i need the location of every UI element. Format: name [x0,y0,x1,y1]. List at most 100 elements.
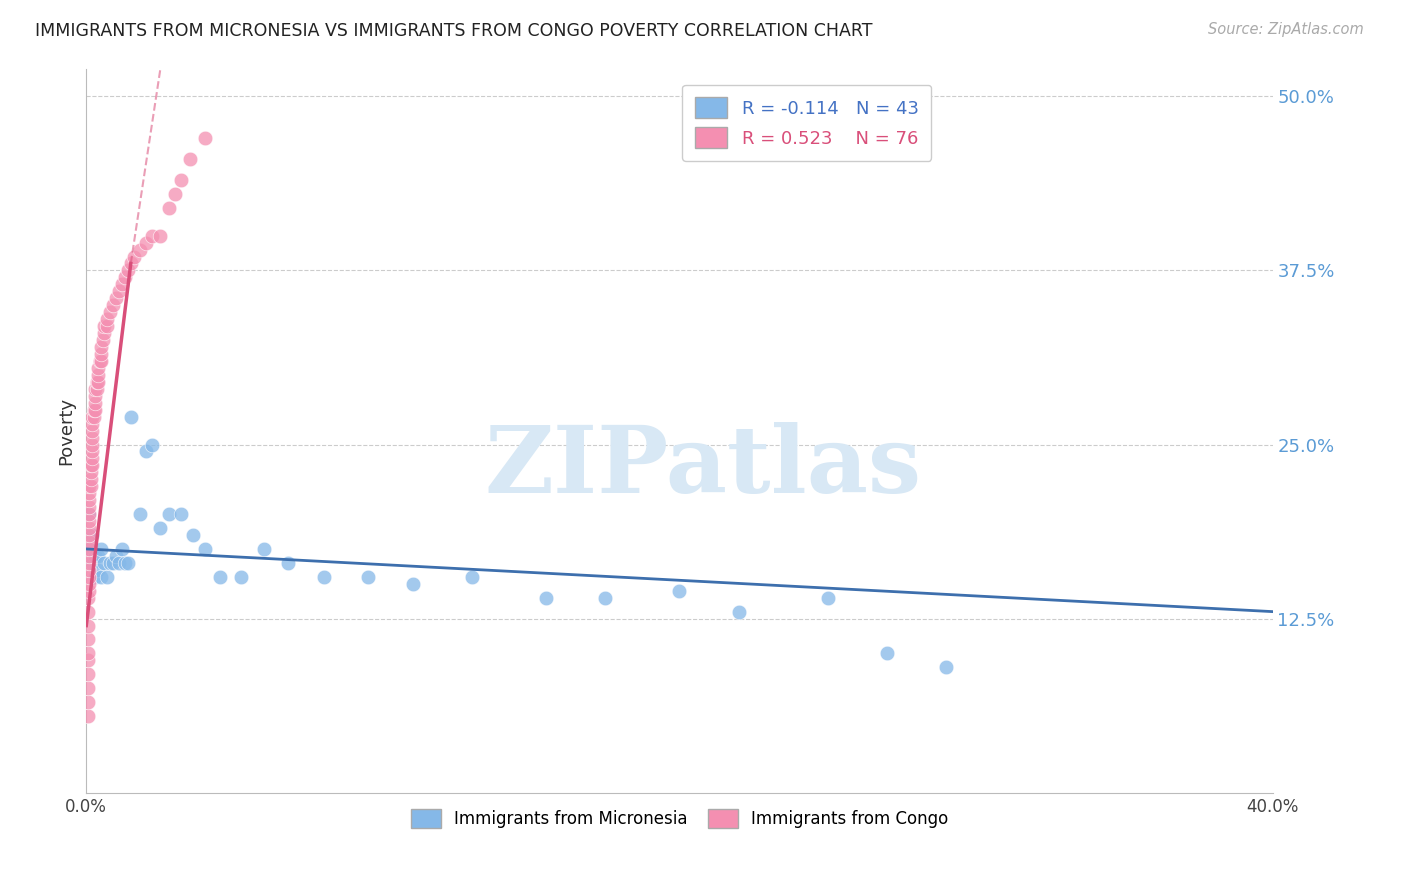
Point [76,605,98,619]
Point [93,556,115,570]
Point [93,319,115,334]
Point [90,570,112,584]
Point [76,667,98,681]
Point [82,417,104,431]
Point [77,549,100,563]
Point [135,444,157,458]
Point [117,263,139,277]
Point [77,507,100,521]
Point [77,556,100,570]
Point [82,458,104,473]
Point [87,563,110,577]
Point [77,514,100,528]
Point [82,409,104,424]
Point [401,576,423,591]
Point [76,591,98,605]
Point [122,250,145,264]
Point [194,541,217,556]
Point [104,549,127,563]
Point [96,319,118,334]
Point [101,556,124,570]
Point [128,243,150,257]
Point [84,570,107,584]
Point [96,312,118,326]
Point [87,368,110,382]
Point [117,556,139,570]
Point [82,528,104,542]
Point [77,486,100,500]
Point [82,431,104,445]
Point [120,409,142,424]
Point [82,424,104,438]
Point [84,389,107,403]
Point [135,235,157,250]
Point [90,340,112,354]
Point [77,479,100,493]
Point [77,528,100,542]
Legend: Immigrants from Micronesia, Immigrants from Congo: Immigrants from Micronesia, Immigrants f… [404,803,955,835]
Point [77,521,100,535]
Point [817,591,839,605]
Point [194,131,217,145]
Point [149,521,172,535]
Point [84,382,107,396]
Point [111,277,134,292]
Point [91,333,114,347]
Point [84,402,107,417]
Point [668,583,690,598]
Point [357,570,380,584]
Text: ZIPatlas: ZIPatlas [485,422,922,512]
Point [77,563,100,577]
Point [170,507,193,521]
Point [87,375,110,389]
Point [170,173,193,187]
Point [208,570,231,584]
Point [111,541,134,556]
Point [98,556,121,570]
Text: Source: ZipAtlas.com: Source: ZipAtlas.com [1208,22,1364,37]
Point [83,402,105,417]
Point [149,228,172,243]
Point [77,507,100,521]
Point [82,451,104,466]
Point [114,270,136,285]
Point [82,556,104,570]
Point [76,632,98,647]
Point [82,444,104,458]
Point [76,618,98,632]
Point [77,500,100,515]
Point [84,395,107,409]
Point [157,507,180,521]
Point [593,591,616,605]
Point [90,347,112,361]
Point [141,437,163,451]
Point [76,653,98,667]
Point [179,152,201,166]
Text: IMMIGRANTS FROM MICRONESIA VS IMMIGRANTS FROM CONGO POVERTY CORRELATION CHART: IMMIGRANTS FROM MICRONESIA VS IMMIGRANTS… [35,22,873,40]
Point [141,228,163,243]
Point [876,647,898,661]
Point [77,493,100,508]
Point [108,285,131,299]
Point [82,437,104,451]
Point [534,591,557,605]
Point [114,556,136,570]
Point [87,549,110,563]
Point [461,570,484,584]
Point [104,291,127,305]
Point [128,507,150,521]
Point [80,479,103,493]
Point [76,681,98,696]
Point [96,570,118,584]
Point [157,201,180,215]
Point [77,541,100,556]
Point [90,541,112,556]
Point [89,354,111,368]
Point [108,556,131,570]
Point [77,576,100,591]
Point [935,660,957,674]
Point [93,326,115,340]
Point [77,541,100,556]
Point [277,556,299,570]
Point [83,409,105,424]
